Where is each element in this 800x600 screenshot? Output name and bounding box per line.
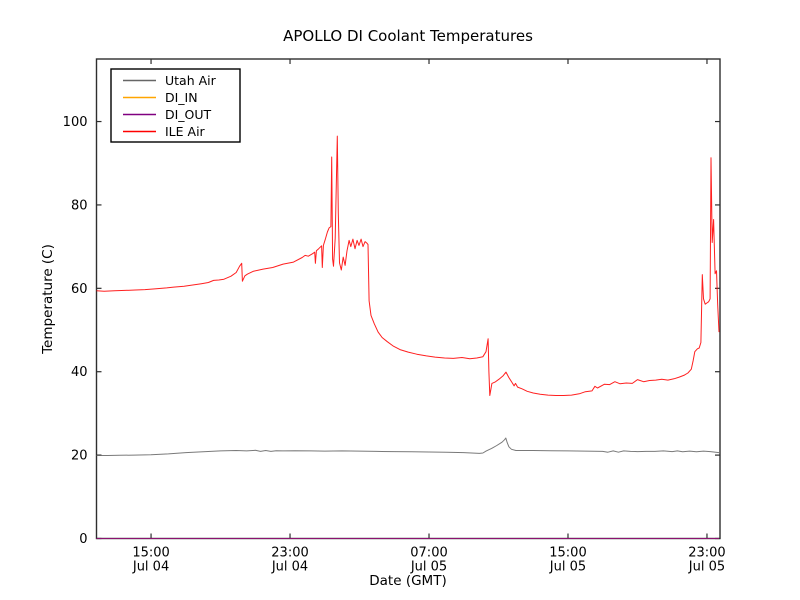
legend-label-utah-air: Utah Air <box>165 73 217 88</box>
x-tick-label-date: Jul 04 <box>132 560 169 575</box>
legend-label-ile-air: ILE Air <box>165 124 206 139</box>
legend-box: Utah Air DI_IN DI_OUT ILE Air <box>110 68 241 143</box>
y-tick-label: 100 <box>63 115 88 130</box>
y-axis-label: Temperature (C) <box>40 244 56 355</box>
x-tick-label-date: Jul 04 <box>271 560 308 575</box>
chart-title: APOLLO DI Coolant Temperatures <box>283 27 533 45</box>
x-tick-label-time: 15:00 <box>132 546 169 561</box>
x-tick-label-time: 23:00 <box>688 546 725 561</box>
legend-label-di-in: DI_IN <box>165 90 198 105</box>
x-tick-label-time: 15:00 <box>549 546 586 561</box>
y-tick-label: 60 <box>71 282 88 297</box>
y-tick-label: 40 <box>71 365 88 380</box>
series-line-ile-air <box>96 135 720 396</box>
x-tick-label-time: 07:00 <box>410 546 447 561</box>
x-tick-label-time: 23:00 <box>271 546 308 561</box>
x-tick-label-date: Jul 05 <box>688 560 725 575</box>
x-tick-label-date: Jul 05 <box>410 560 447 575</box>
y-tick-label: 0 <box>79 532 87 547</box>
y-tick-label: 80 <box>71 198 88 213</box>
y-tick-label: 20 <box>71 449 88 464</box>
x-tick-label-date: Jul 05 <box>549 560 586 575</box>
legend-label-di-out: DI_OUT <box>165 107 212 122</box>
series-line-utah-air <box>96 437 720 456</box>
x-axis-label: Date (GMT) <box>369 573 446 589</box>
